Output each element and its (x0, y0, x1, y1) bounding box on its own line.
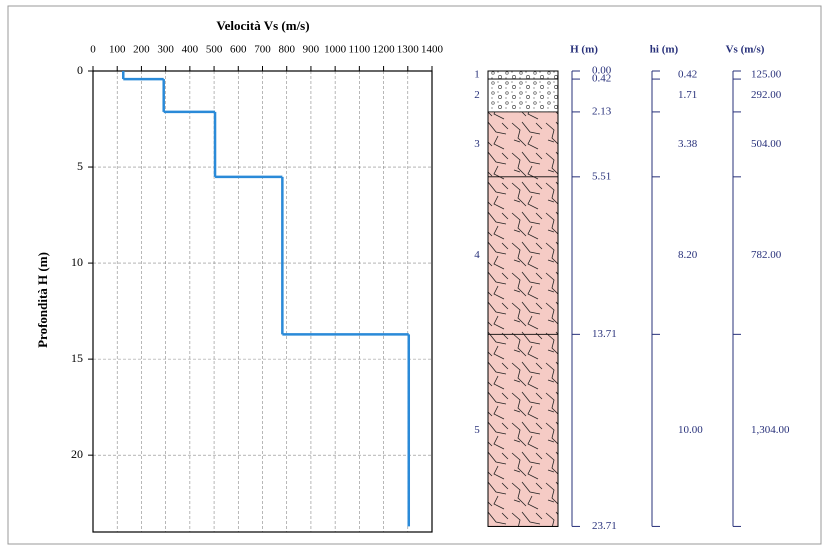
x-tick-label: 1400 (421, 44, 444, 56)
x-tick-label: 900 (303, 44, 320, 56)
x-tick-label: 800 (278, 44, 295, 56)
layer-texture (488, 71, 558, 80)
thickness-label: 1.71 (678, 89, 697, 101)
depth-label: 0.42 (592, 73, 611, 85)
y-tick-label: 0 (77, 63, 83, 77)
x-tick-label: 0 (90, 44, 96, 56)
layer-number: 2 (474, 89, 480, 101)
vs-label: 1,304.00 (751, 424, 790, 436)
frame (7, 5, 822, 545)
x-tick-label: 1100 (349, 44, 371, 56)
layer-number: 5 (474, 424, 480, 436)
x-tick-label: 1000 (324, 44, 347, 56)
chart-title: Velocità Vs (m/s) (216, 18, 309, 33)
x-tick-label: 1300 (397, 44, 420, 56)
depth-label: 2.13 (592, 105, 612, 117)
thickness-label: 8.20 (678, 249, 698, 261)
x-tick-label: 600 (230, 44, 247, 56)
depth-label: 5.51 (592, 170, 611, 182)
y-tick-label: 15 (71, 351, 83, 365)
layer-texture (488, 334, 558, 527)
layer-texture (488, 111, 558, 177)
x-tick-label: 500 (206, 44, 223, 56)
y-tick-label: 10 (71, 255, 83, 269)
x-tick-label: 1200 (373, 44, 396, 56)
layer-texture (488, 79, 558, 112)
plot-frame (92, 70, 433, 533)
depth-label: 0.00 (592, 65, 612, 77)
y-tick-label: 20 (71, 447, 83, 461)
depth-label: 23.71 (592, 520, 617, 532)
x-tick-label: 200 (133, 44, 150, 56)
thickness-label: 3.38 (678, 138, 698, 150)
vs-label: 782.00 (751, 249, 782, 261)
x-tick-label: 300 (157, 44, 174, 56)
y-axis-title: Profondità H (m) (35, 252, 50, 348)
column-frame (487, 70, 559, 527)
layer-number: 3 (474, 138, 480, 150)
vs-label: 504.00 (751, 138, 782, 150)
thickness-label: 10.00 (678, 424, 703, 436)
column-header: H (m) (570, 44, 598, 56)
layer-texture (488, 176, 558, 335)
vs-label: 292.00 (751, 89, 782, 101)
layer-number: 1 (474, 69, 480, 81)
thickness-label: 0.42 (678, 69, 697, 81)
x-tick-label: 400 (182, 44, 199, 56)
depth-label: 13.71 (592, 328, 617, 340)
x-tick-label: 700 (254, 44, 271, 56)
column-header: Vs (m/s) (726, 44, 765, 56)
y-tick-label: 5 (77, 159, 83, 173)
vs-label: 125.00 (751, 69, 782, 81)
layer-number: 4 (474, 249, 480, 261)
x-tick-label: 100 (109, 44, 126, 56)
column-header: hi (m) (650, 44, 679, 56)
